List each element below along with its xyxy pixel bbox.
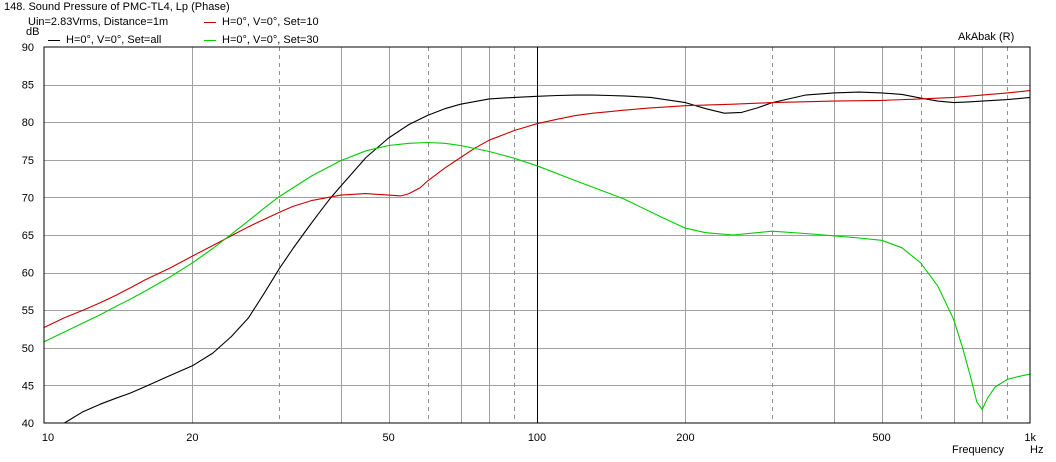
legend-swatch-set-30 bbox=[204, 39, 216, 41]
y-tick-label: 55 bbox=[22, 305, 34, 317]
series-lines bbox=[43, 90, 1031, 424]
chart-subtitle: Uin=2.83Vrms, Distance=1m bbox=[28, 16, 169, 28]
tick-labels: 40 45 50 55 60 65 70 75 80 85 90 10 20 50 100 200 500 1k bbox=[22, 42, 1037, 444]
y-tick-label: 65 bbox=[22, 230, 34, 242]
y-tick-label: 45 bbox=[22, 380, 34, 392]
x-tick-label: 100 bbox=[528, 432, 546, 444]
x-tick-label: 20 bbox=[186, 432, 198, 444]
series-line-0 bbox=[43, 91, 1031, 424]
y-tick-label: 50 bbox=[22, 343, 34, 355]
legend-swatch-set-10 bbox=[204, 21, 216, 23]
legend-label-set-30: H=0°, V=0°, Set=30 bbox=[222, 34, 319, 46]
x-tick-label: 1k bbox=[1024, 432, 1036, 444]
y-tick-label: 75 bbox=[22, 155, 34, 167]
plot-frame bbox=[43, 46, 1031, 424]
y-tick-label: 60 bbox=[22, 268, 34, 280]
legend-item-set-all: H=0°, V=0°, Set=all bbox=[48, 34, 161, 46]
series-line-1 bbox=[43, 90, 1031, 329]
x-tick-label: 50 bbox=[382, 432, 394, 444]
y-tick-label: 85 bbox=[22, 80, 34, 92]
x-tick-label: 200 bbox=[676, 432, 694, 444]
legend-label-set-all: H=0°, V=0°, Set=all bbox=[66, 34, 162, 46]
y-tick-label: 90 bbox=[22, 42, 34, 54]
y-tick-label: 40 bbox=[22, 418, 34, 430]
chart-watermark: AkAbak (R) bbox=[958, 31, 1015, 43]
x-axis-label: Frequency bbox=[952, 444, 1004, 456]
legend-item-set-30: H=0°, V=0°, Set=30 bbox=[204, 34, 319, 46]
x-axis-unit-label: Hz bbox=[1030, 444, 1044, 456]
chart-title: 148. Sound Pressure of PMC-TL4, Lp (Phas… bbox=[4, 1, 230, 13]
y-tick-label: 70 bbox=[22, 192, 34, 204]
legend-label-set-10: H=0°, V=0°, Set=10 bbox=[222, 16, 319, 28]
series-line-2 bbox=[43, 141, 1031, 411]
y-axis-unit-label: dB bbox=[26, 26, 40, 38]
grid-lines bbox=[44, 47, 1030, 423]
x-tick-label: 10 bbox=[42, 432, 54, 444]
x-tick-label: 500 bbox=[872, 432, 890, 444]
y-tick-label: 80 bbox=[22, 117, 34, 129]
legend-item-set-10: H=0°, V=0°, Set=10 bbox=[204, 16, 319, 28]
legend-swatch-set-all bbox=[48, 39, 60, 41]
